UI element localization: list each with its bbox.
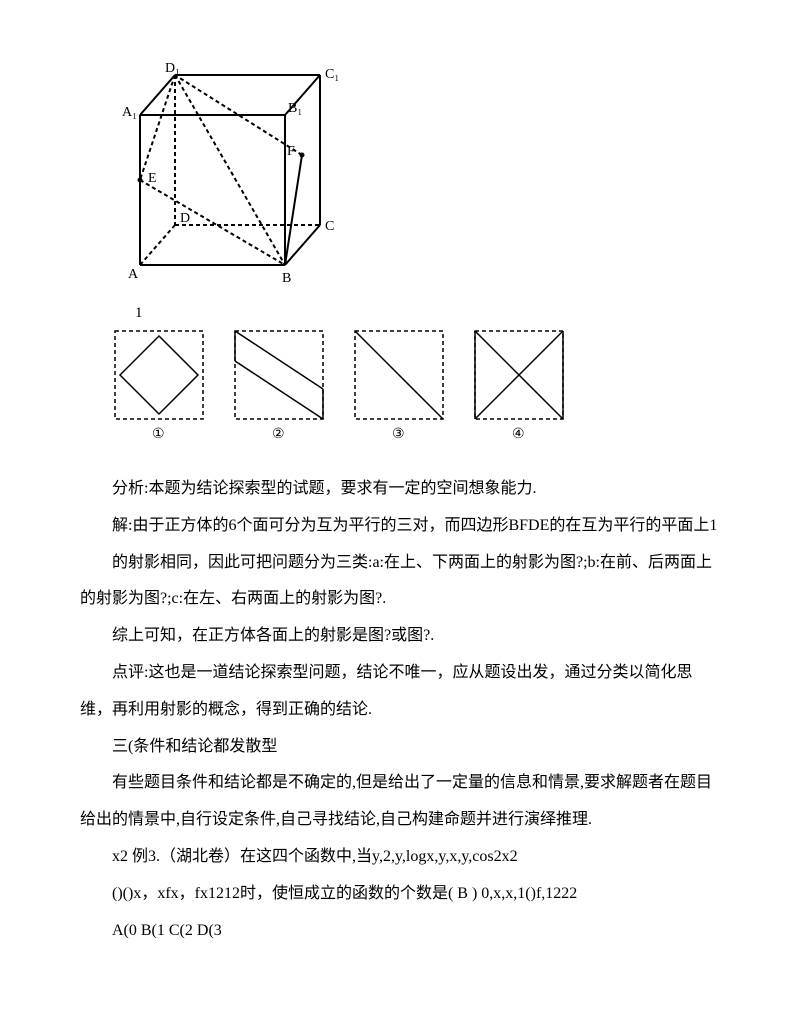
label-a1: A₁: [122, 105, 137, 120]
label-e: E: [148, 171, 157, 186]
label-b: B: [282, 271, 291, 286]
option-label-4: ④: [512, 427, 525, 442]
label-f: F: [287, 144, 295, 159]
label-c: C: [325, 219, 334, 234]
paragraph-conclusion: 综上可知，在正方体各面上的射影是图?或图?.: [80, 618, 720, 655]
label-d: D: [180, 211, 190, 226]
label-d1: D₁: [165, 61, 180, 76]
label-c1: C₁: [325, 67, 339, 82]
option-label-3: ③: [392, 427, 405, 442]
paragraph-example-3a: x2 例3.（湖北卷）在这四个函数中,当y,2,y,logx,y,x,y,cos…: [80, 839, 720, 876]
option-label-2: ②: [272, 427, 285, 442]
paragraph-section-3: 三(条件和结论都发散型: [80, 729, 720, 766]
paragraph-section-3-desc: 有些题目条件和结论都是不确定的,但是给出了一定量的信息和情景,要求解题者在题目给…: [80, 765, 720, 839]
paragraph-example-3b: ()()x，xfx，fx1212时，使恒成立的函数的个数是( B ) 0,x,x…: [80, 876, 720, 913]
cube-diagram: D₁ C₁ A₁ B₁ E F D C A B: [120, 60, 720, 295]
paragraph-comment: 点评:这也是一道结论探索型问题，结论不唯一，应从题设出发，通过分类以简化思维，再…: [80, 655, 720, 729]
paragraph-solution-2: 的射影相同，因此可把问题分为三类:a:在上、下两面上的射影为图?;b:在前、后两…: [80, 545, 720, 619]
paragraph-solution-1: 解:由于正方体的6个面可分为互为平行的三对，而四边形BFDE的在互为平行的平面上…: [80, 508, 720, 545]
projection-options: ① ② ③: [110, 326, 720, 451]
paragraph-choices: A(0 B(1 C(2 D(3: [80, 913, 720, 950]
paragraph-analysis: 分析:本题为结论探索型的试题，要求有一定的空间想象能力.: [80, 471, 720, 508]
label-b1: B₁: [288, 101, 302, 116]
label-one: 1: [135, 305, 720, 322]
label-a: A: [128, 267, 139, 282]
option-label-1: ①: [152, 427, 165, 442]
